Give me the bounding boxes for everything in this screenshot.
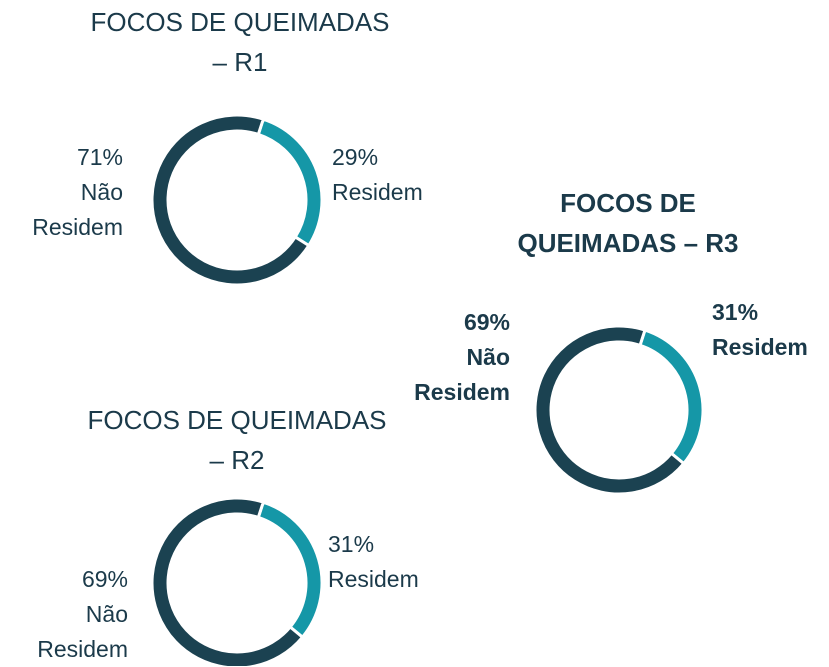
category-label: Residem bbox=[328, 566, 419, 592]
donut-segment bbox=[256, 500, 324, 640]
chart-title: FOCOS DE QUEIMADAS – R2 bbox=[87, 405, 387, 475]
donut-segment bbox=[150, 113, 311, 287]
value-label: 31% bbox=[328, 531, 375, 557]
value-label: 69% bbox=[463, 309, 510, 335]
donut-segment bbox=[533, 324, 686, 496]
category-label: Não Residem bbox=[37, 601, 128, 662]
donut-segment bbox=[150, 496, 305, 666]
value-label: 69% bbox=[81, 566, 128, 592]
category-label: Não Residem bbox=[414, 344, 510, 405]
value-label: 29% bbox=[332, 144, 379, 170]
donut-segment bbox=[638, 328, 705, 466]
chart-title: FOCOS DE QUEIMADAS – R3 bbox=[517, 188, 739, 258]
donut-segment bbox=[256, 117, 324, 248]
category-label: Residem bbox=[332, 179, 423, 205]
value-label: 31% bbox=[712, 299, 759, 325]
category-label: Residem bbox=[712, 334, 808, 360]
chart-title: FOCOS DE QUEIMADAS – R1 bbox=[90, 7, 390, 77]
value-label: 71% bbox=[76, 144, 123, 170]
category-label: Não Residem bbox=[32, 179, 123, 240]
